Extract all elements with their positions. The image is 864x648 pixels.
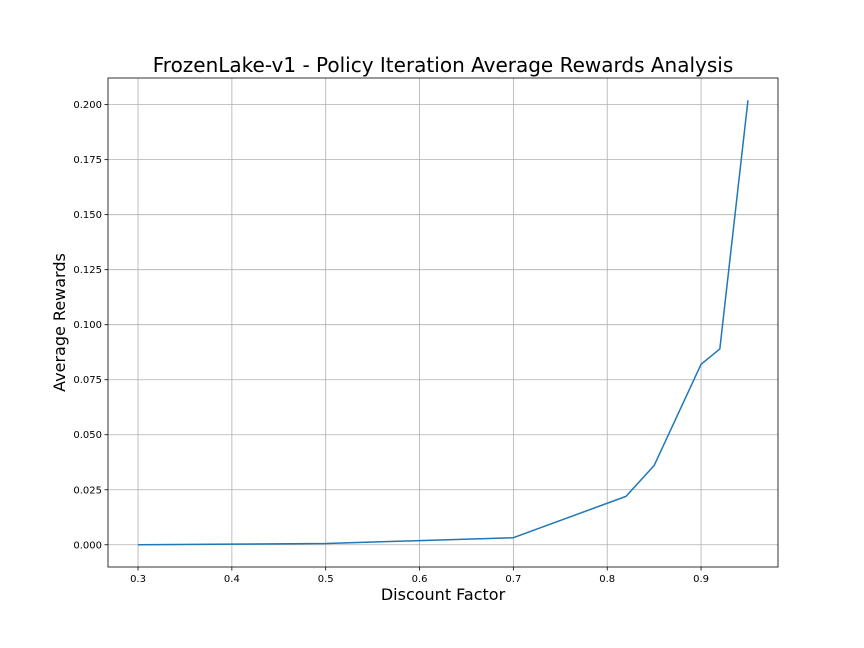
- x-tick-label: 0.4: [224, 574, 240, 585]
- y-tick-label: 0.150: [73, 210, 102, 221]
- y-tick-label: 0.050: [73, 430, 102, 441]
- x-tick-label: 0.3: [130, 574, 146, 585]
- y-axis-label: Average Rewards: [50, 253, 69, 392]
- y-tick-label: 0.125: [73, 265, 102, 276]
- tick-layer: 0.3 0.4 0.5 0.6 0.7 0.8 0.9 0.000 0.025 0.050 0.07…: [73, 100, 709, 585]
- y-tick-label: 0.200: [73, 100, 102, 111]
- plot-frame: [107, 77, 779, 568]
- y-tick-label: 0.075: [73, 375, 102, 386]
- y-tick-label: 0.100: [73, 320, 102, 331]
- grid: [108, 78, 778, 567]
- series-line: [138, 100, 749, 546]
- x-tick-label: 0.6: [412, 574, 428, 585]
- x-tick-label: 0.9: [693, 574, 709, 585]
- chart-title: FrozenLake-v1 - Policy Iteration Average…: [153, 53, 734, 77]
- series-layer: [138, 100, 749, 546]
- x-axis-label: Discount Factor: [381, 585, 506, 604]
- y-tick-label: 0.175: [73, 155, 102, 166]
- x-tick-label: 0.7: [505, 574, 521, 585]
- x-tick-label: 0.5: [318, 574, 334, 585]
- x-tick-label: 0.8: [599, 574, 615, 585]
- y-tick-label: 0.025: [73, 485, 102, 496]
- y-tick-label: 0.000: [73, 540, 102, 551]
